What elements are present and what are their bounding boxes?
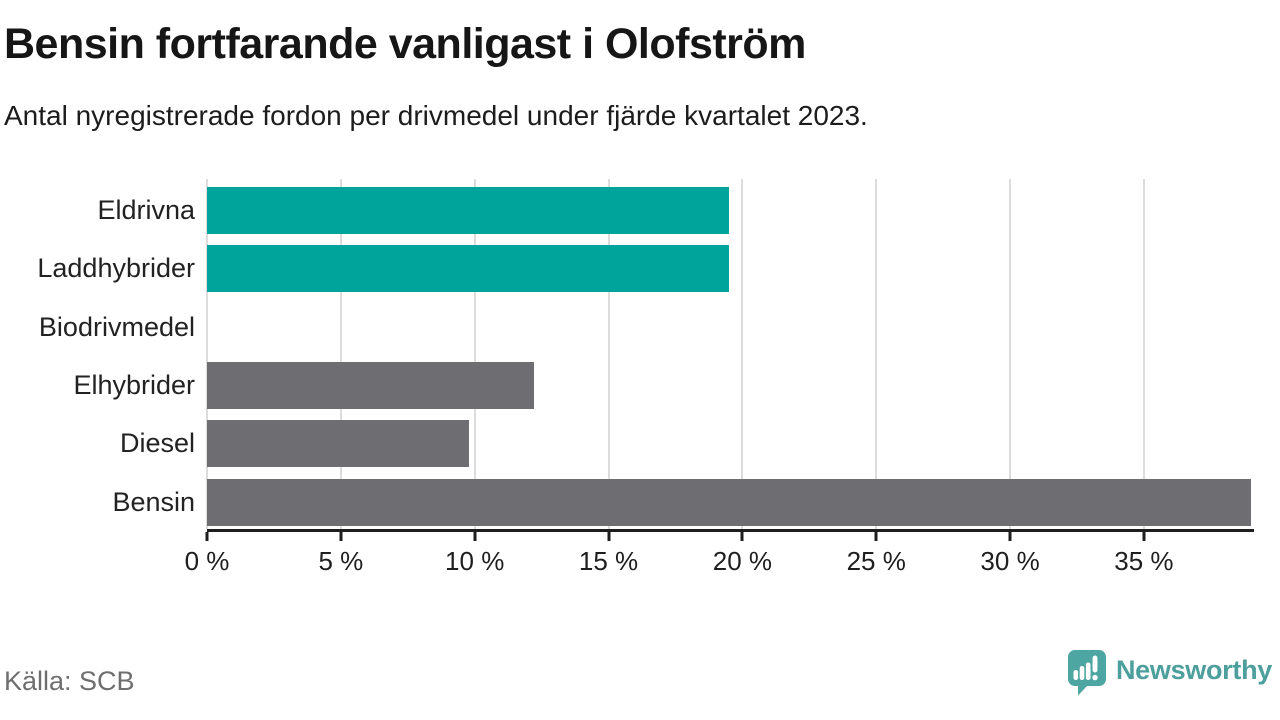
x-tick-label-30: 30 % [980,546,1040,576]
category-label-elhybrider: Elhybrider [73,370,195,400]
x-tick-30 [1008,532,1012,541]
x-tick-15 [607,532,611,541]
gridline-0 [206,179,208,529]
x-tick-label-10: 10 % [445,546,505,576]
x-tick-0 [205,532,209,541]
bar-laddhybrider [207,245,729,293]
bar-eldrivna [207,187,729,234]
x-axis-line [207,529,1254,532]
gridline-30 [1009,179,1012,529]
x-tick-label-5: 5 % [318,546,364,576]
x-axis: 0 % 5 % 10 % 15 % 20 % 25 % 30 % 35 % [185,0,1251,720]
x-tick-label-35: 35 % [1114,546,1174,576]
category-label-laddhybrider: Laddhybrider [37,253,195,284]
x-tick-20 [740,532,744,541]
x-tick-35 [1142,532,1146,541]
chart-subtitle: Antal nyregistrerade fordon per drivmede… [4,100,868,131]
x-tick-label-15: 15 % [578,546,639,576]
plot-area [206,179,1251,529]
x-tick-10 [473,532,477,541]
newsworthy-brand-link[interactable]: Newsworthy [1067,649,1272,699]
category-label-diesel: Diesel [119,428,195,459]
x-tick-label-0: 0 % [184,546,230,576]
y-axis-labels: Eldrivna Laddhybrider Biodrivmedel Elhybrid… [0,179,195,529]
gridline-5 [339,179,342,529]
category-label-bensin: Bensin [112,486,195,517]
gridline-25 [875,179,878,529]
gridline-10 [473,179,476,529]
chart-title: Bensin fortfarande vanligast i Olofström [4,20,806,68]
x-tick-5 [339,532,343,541]
gridline-20 [741,179,744,529]
category-label-eldrivna: Eldrivna [97,195,195,225]
gridline-15 [607,179,610,529]
bar-elhybrider [207,362,534,409]
gridline-35 [1142,179,1145,529]
brand-wordmark: Newsworthy [1115,655,1272,685]
x-tick-label-25: 25 % [846,546,906,576]
bar-bensin [207,478,1251,526]
category-label-biodrivmedel: Biodrivmedel [38,311,195,342]
x-tick-25 [874,532,878,541]
x-tick-label-20: 20 % [712,546,773,576]
newsworthy-logo-icon [1067,650,1106,696]
bar-diesel [207,420,470,468]
source-note: Källa: SCB [4,666,135,696]
